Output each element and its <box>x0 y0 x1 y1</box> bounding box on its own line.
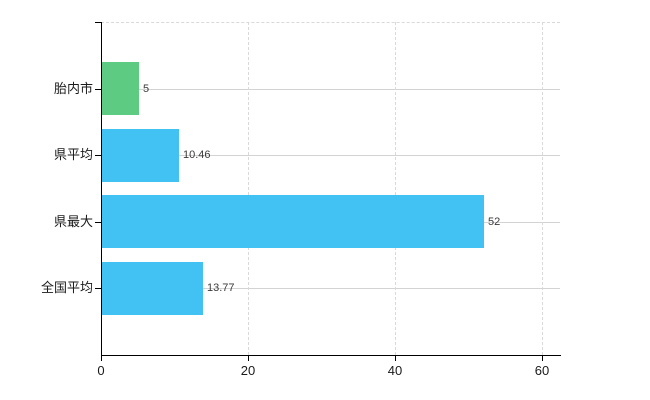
category-label: 県最大 <box>53 214 93 229</box>
bar-value-label: 5 <box>143 83 150 95</box>
y-axis-tick <box>95 89 101 90</box>
y-axis-tick <box>95 155 101 156</box>
bar-value-label: 10.46 <box>183 149 211 161</box>
x-axis-tick <box>395 356 396 361</box>
x-gridline <box>248 22 249 355</box>
row-gridline <box>101 89 560 90</box>
bar-value-label: 13.77 <box>207 282 235 294</box>
x-axis <box>101 355 561 356</box>
y-axis <box>101 22 102 356</box>
x-axis-tick-label: 60 <box>534 363 550 378</box>
x-axis-tick <box>542 356 543 361</box>
bar-value-label: 52 <box>488 216 501 228</box>
x-gridline <box>542 22 543 355</box>
category-label: 全国平均 <box>40 280 93 295</box>
category-label: 胎内市 <box>53 81 93 96</box>
x-axis-tick <box>248 356 249 361</box>
x-axis-tick-label: 20 <box>240 363 256 378</box>
y-axis-tick <box>95 222 101 223</box>
bar <box>102 129 179 182</box>
x-axis-tick-label: 0 <box>97 363 105 378</box>
bar <box>102 262 203 315</box>
x-axis-tick-label: 40 <box>387 363 403 378</box>
x-axis-tick <box>101 356 102 361</box>
bar <box>102 195 484 248</box>
category-label: 県平均 <box>53 147 93 162</box>
row-gridline <box>101 155 560 156</box>
bar <box>102 62 139 115</box>
y-axis-top-tick <box>95 22 101 23</box>
y-axis-tick <box>95 288 101 289</box>
x-gridline <box>395 22 396 355</box>
row-gridline <box>101 288 560 289</box>
plot-top-border <box>101 22 560 23</box>
